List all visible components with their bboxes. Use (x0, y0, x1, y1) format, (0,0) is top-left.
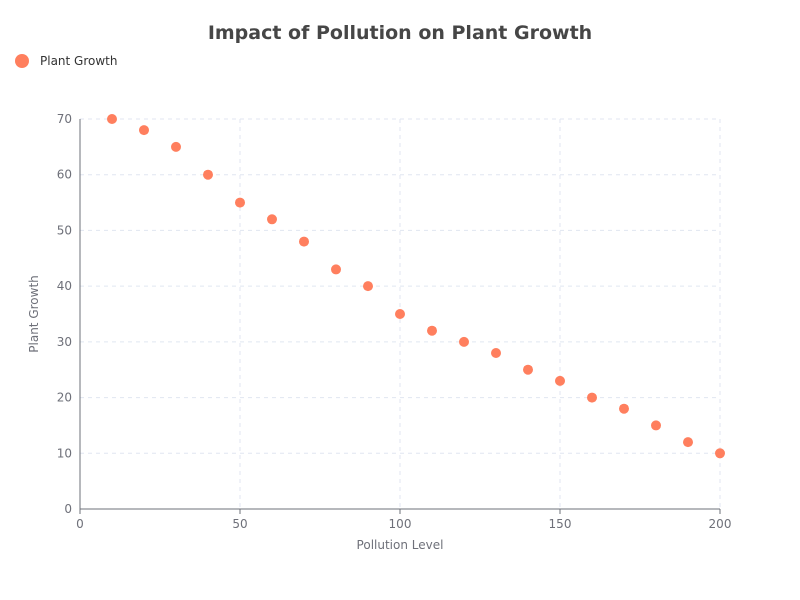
x-axis-label: Pollution Level (357, 538, 444, 552)
data-point[interactable] (555, 375, 565, 386)
grid (80, 118, 721, 509)
data-points (107, 114, 725, 459)
x-tick-label: 50 (232, 517, 247, 531)
y-axis-label: Plant Growth (27, 275, 41, 352)
data-point[interactable] (235, 197, 245, 208)
x-tick-label: 150 (549, 517, 572, 531)
data-point[interactable] (299, 236, 309, 247)
y-tick-label: 10 (57, 446, 72, 460)
data-point[interactable] (331, 264, 341, 275)
data-point[interactable] (651, 420, 661, 431)
data-point[interactable] (619, 403, 629, 414)
legend-label: Plant Growth (40, 54, 117, 68)
legend-marker (15, 54, 29, 68)
data-point[interactable] (459, 336, 469, 347)
data-point[interactable] (491, 348, 501, 358)
y-tick-label: 0 (64, 502, 72, 516)
data-point[interactable] (523, 364, 533, 375)
data-point[interactable] (139, 125, 149, 136)
y-tick-label: 70 (57, 112, 72, 126)
data-point[interactable] (363, 281, 373, 292)
x-tick-label: 200 (709, 517, 732, 531)
data-point[interactable] (587, 392, 597, 403)
data-point[interactable] (171, 141, 181, 152)
data-point[interactable] (267, 214, 277, 225)
data-point[interactable] (203, 169, 213, 180)
y-tick-label: 40 (57, 279, 72, 293)
data-point[interactable] (107, 114, 117, 124)
chart-title: Impact of Pollution on Plant Growth (208, 22, 592, 44)
y-tick-label: 20 (57, 391, 72, 405)
data-point[interactable] (395, 309, 405, 319)
data-point[interactable] (427, 325, 437, 336)
legend[interactable]: Plant Growth (15, 54, 117, 68)
data-point[interactable] (715, 448, 725, 459)
y-tick-label: 60 (57, 168, 72, 182)
y-axis-ticks: 0 10 20 30 40 50 60 70 (57, 112, 72, 516)
x-tick-label: 100 (389, 517, 412, 531)
data-point[interactable] (683, 437, 693, 448)
y-tick-label: 30 (57, 335, 72, 349)
y-tick-label: 50 (57, 223, 72, 237)
x-tick-label: 0 (76, 517, 84, 531)
x-axis-ticks: 0 50 100 150 200 (76, 509, 731, 531)
